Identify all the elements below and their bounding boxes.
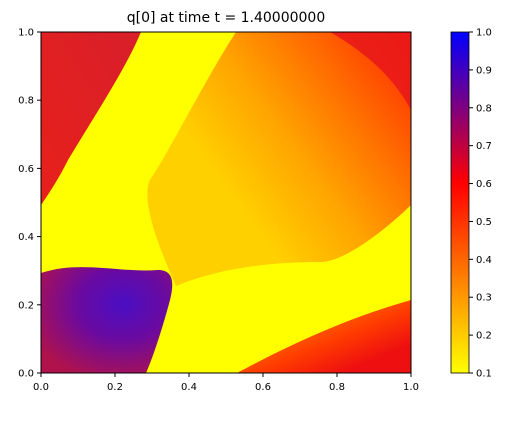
region-top-left-red xyxy=(41,32,141,205)
region-top-right-red xyxy=(330,32,411,110)
region-bottom-right-red xyxy=(237,300,411,373)
colorbar-tick-label: 0.5 xyxy=(476,217,492,228)
colorbar-tick-label: 0.7 xyxy=(476,141,492,152)
colorbar-tick-label: 0.2 xyxy=(476,331,492,342)
plot-frame xyxy=(40,31,412,374)
x-tick-label: 0.8 xyxy=(329,382,345,393)
colorbar-axis: 0.1 0.2 0.3 0.4 0.5 0.6 0.7 0.8 0.9 1.0 xyxy=(469,28,492,380)
y-tick-label: 0.2 xyxy=(18,300,34,311)
x-tick-label: 0.4 xyxy=(181,382,197,393)
x-tick-label: 0.6 xyxy=(255,382,271,393)
x-tick-label: 1.0 xyxy=(403,382,419,393)
region-bottom-left-purple xyxy=(41,267,173,373)
y-tick-label: 0.4 xyxy=(18,232,34,243)
x-axis: 0.0 0.2 0.4 0.6 0.8 1.0 xyxy=(33,373,419,393)
y-tick-label: 0.8 xyxy=(18,96,34,107)
x-tick-label: 0.2 xyxy=(107,382,123,393)
y-tick-label: 1.0 xyxy=(18,28,34,39)
colorbar-tick-label: 1.0 xyxy=(476,28,492,39)
colorbar-tick-label: 0.1 xyxy=(476,369,492,380)
chart-title: q[0] at time t = 1.40000000 xyxy=(127,10,326,26)
colorbar-tick-label: 0.4 xyxy=(476,255,492,266)
plot-area xyxy=(41,32,411,373)
colorbar-tick-label: 0.6 xyxy=(476,179,492,190)
y-tick-label: 0.0 xyxy=(18,369,34,380)
colorbar-tick-label: 0.8 xyxy=(476,103,492,114)
colorbar xyxy=(450,31,470,374)
region-central-orange xyxy=(147,32,411,286)
x-tick-label: 0.0 xyxy=(33,382,49,393)
colorbar-tick-label: 0.9 xyxy=(476,65,492,76)
y-tick-label: 0.6 xyxy=(18,164,34,175)
colorbar-tick-label: 0.3 xyxy=(476,293,492,304)
y-axis: 0.0 0.2 0.4 0.6 0.8 1.0 xyxy=(18,28,41,380)
